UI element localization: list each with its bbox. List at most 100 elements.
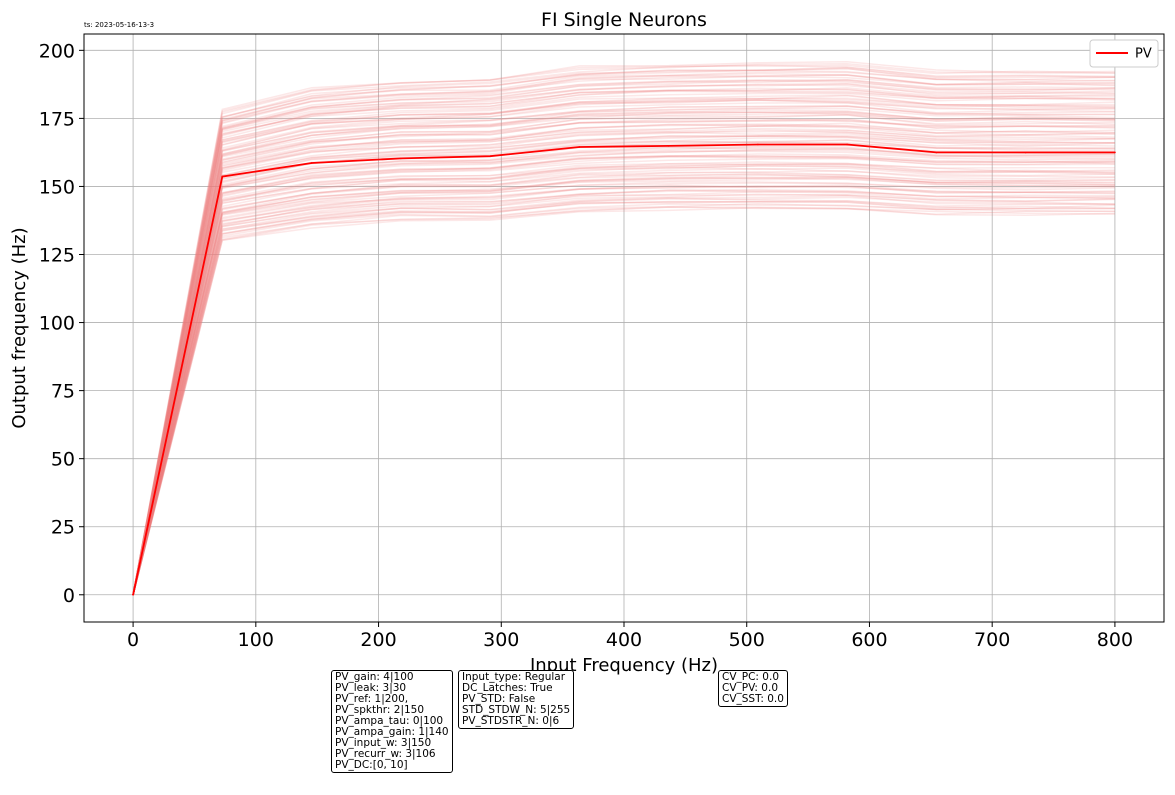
- neuron-curve: [132, 112, 1115, 595]
- y-tick-label: 0: [63, 585, 75, 607]
- neuron-curve: [132, 141, 1115, 595]
- neuron-curve: [132, 146, 1115, 595]
- neuron-curve: [132, 72, 1115, 595]
- neuron-curve: [132, 163, 1115, 595]
- neuron-curve: [132, 148, 1115, 595]
- info-line: PV_gain: 4|100: [335, 671, 414, 683]
- y-tick-label: 50: [51, 449, 75, 471]
- neuron-curve: [132, 135, 1115, 595]
- neuron-curve: [132, 189, 1115, 595]
- neuron-curve: [132, 182, 1115, 595]
- neuron-curve: [132, 105, 1115, 595]
- neuron-curve: [132, 125, 1115, 595]
- neuron-curve: [132, 131, 1115, 595]
- neuron-curve: [132, 79, 1115, 595]
- info-line: CV_PC: 0.0: [722, 671, 780, 683]
- neuron-curve: [132, 195, 1115, 595]
- x-tick-label: 600: [851, 629, 887, 651]
- neuron-curve: [132, 87, 1115, 595]
- series-point-pv: [489, 155, 492, 158]
- neuron-curve: [132, 74, 1115, 595]
- series-point-pv: [578, 146, 581, 148]
- neuron-curve: [132, 165, 1115, 595]
- series-point-pv: [1114, 151, 1116, 154]
- info-line: Input_type: Regular: [462, 671, 566, 683]
- neuron-curve: [132, 99, 1115, 595]
- neuron-curve: [132, 184, 1115, 595]
- neuron-curve: [132, 83, 1115, 595]
- neuron-curve: [132, 181, 1115, 595]
- legend-label-pv: PV: [1135, 47, 1152, 62]
- neuron-curve: [132, 173, 1115, 595]
- neuron-curve: [132, 146, 1115, 595]
- info-line: PV_input_w: 3|150: [335, 737, 432, 749]
- info-line: CV_SST: 0.0: [722, 693, 784, 705]
- neuron-curve: [132, 203, 1115, 595]
- series-point-pv: [399, 157, 402, 160]
- neuron-curve: [132, 124, 1115, 595]
- y-axis-label: Output frequency (Hz): [9, 227, 30, 428]
- series-point-pv: [756, 143, 759, 146]
- neuron-curve: [132, 84, 1115, 595]
- info-line: PV_recurr_w: 3|106: [335, 748, 436, 760]
- neuron-curve: [132, 87, 1115, 595]
- neuron-curve: [132, 66, 1115, 595]
- neuron-curve: [132, 64, 1115, 595]
- info-line: CV_PV: 0.0: [722, 682, 778, 694]
- neuron-curve: [132, 133, 1115, 595]
- neuron-curve: [132, 135, 1115, 595]
- y-tick-label: 175: [39, 108, 75, 130]
- neuron-curve: [132, 155, 1115, 595]
- neuron-curve: [132, 89, 1115, 595]
- neuron-curve: [132, 120, 1115, 595]
- neuron-curve: [132, 155, 1115, 595]
- neuron-curve: [132, 92, 1115, 595]
- series-line-pv: [132, 143, 1115, 595]
- neuron-curve: [132, 79, 1115, 595]
- x-axis-label: Input Frequency (Hz): [530, 655, 718, 676]
- info-line: DC_Latches: True: [462, 682, 553, 694]
- neuron-curve: [132, 69, 1115, 595]
- neuron-curve: [132, 80, 1115, 595]
- neuron-curve: [132, 101, 1115, 595]
- neuron-curve: [132, 184, 1115, 595]
- x-tick-label: 200: [360, 629, 396, 651]
- neuron-curve: [132, 97, 1115, 595]
- neuron-curve: [132, 155, 1115, 595]
- x-tick-label: 800: [1097, 629, 1133, 651]
- neuron-curve: [132, 136, 1115, 595]
- y-tick-label: 75: [51, 381, 75, 403]
- info-line: PV_ampa_gain: 1|140: [335, 726, 449, 738]
- neuron-curve: [132, 185, 1115, 595]
- x-tick-label: 0: [127, 629, 139, 651]
- neuron-curve: [132, 176, 1115, 595]
- neuron-curve: [132, 111, 1115, 595]
- neuron-curve: [132, 111, 1115, 595]
- neuron-curve: [132, 109, 1115, 595]
- neuron-curve: [132, 82, 1115, 595]
- info-line: PV_ref: 1|200,: [335, 693, 409, 705]
- info-box-input-settings: Input_type: Regular DC_Latches: True PV_ST…: [458, 670, 575, 729]
- neuron-curve: [132, 129, 1115, 595]
- neuron-curve: [132, 196, 1115, 595]
- neuron-curve: [132, 193, 1115, 595]
- info-line: PV_DC:[0, 10]: [335, 759, 408, 771]
- neuron-curve: [132, 197, 1115, 595]
- y-tick-label: 100: [39, 313, 75, 335]
- neuron-curve: [132, 107, 1115, 595]
- info-box-cv-values: CV_PC: 0.0 CV_PV: 0.0 CV_SST: 0.0: [718, 670, 788, 707]
- info-box-pv-params: PV_gain: 4|100 PV_leak: 3|30 PV_ref: 1|200…: [331, 670, 453, 773]
- neuron-curve: [132, 206, 1115, 595]
- x-tick-label: 400: [606, 629, 642, 651]
- neuron-curve: [132, 62, 1115, 595]
- neuron-curve: [132, 146, 1115, 595]
- neuron-curve: [132, 94, 1115, 595]
- neuron-curve: [132, 75, 1115, 595]
- neuron-curve: [132, 206, 1115, 595]
- neuron-curve: [132, 177, 1115, 595]
- neuron-curve: [132, 129, 1115, 595]
- neuron-curve: [132, 173, 1115, 595]
- info-line: PV_STDSTR_N: 0|6: [462, 715, 560, 727]
- series-point-pv: [846, 143, 849, 146]
